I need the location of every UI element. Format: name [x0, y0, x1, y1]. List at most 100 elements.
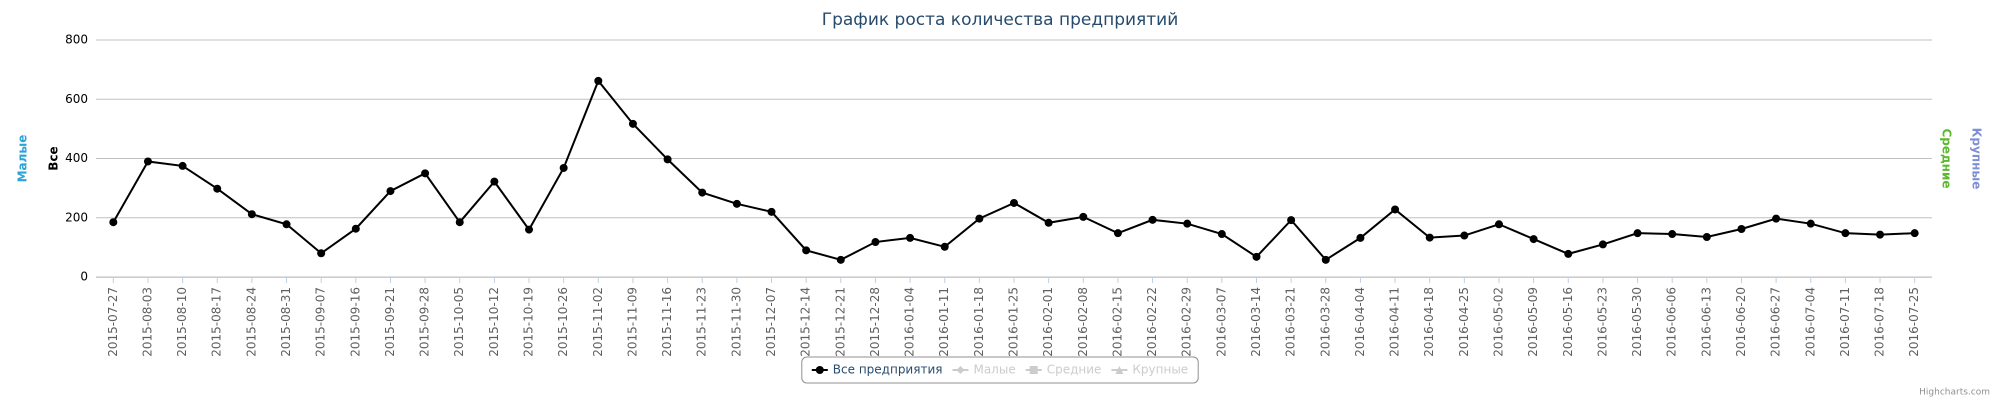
point-marker — [1356, 233, 1365, 242]
x-tick-label: 2015-09-16 — [348, 287, 362, 357]
x-tick-label: 2015-09-07 — [314, 287, 328, 357]
point-marker — [143, 157, 152, 166]
point-marker — [109, 218, 118, 227]
point-marker — [525, 225, 534, 234]
point-marker — [1910, 229, 1919, 238]
y-axis-title: Малые — [16, 135, 30, 183]
point-marker — [421, 169, 430, 178]
point-marker — [1806, 219, 1815, 228]
x-tick-label: 2015-12-21 — [833, 287, 847, 357]
x-tick-label: 2016-06-20 — [1734, 287, 1748, 357]
y-tick-label: 200 — [65, 210, 88, 224]
x-tick-label: 2015-09-28 — [418, 287, 432, 357]
y2-axis-title: Средние — [1940, 128, 1954, 188]
point-marker — [490, 177, 499, 186]
point-marker — [767, 207, 776, 216]
legend-box — [801, 356, 1199, 384]
legend-symbol — [1029, 366, 1038, 374]
point-marker — [247, 210, 256, 219]
point-marker — [732, 199, 741, 208]
x-tick-label: 2015-11-23 — [695, 287, 709, 357]
x-tick-label: 2015-12-28 — [868, 287, 882, 357]
x-tick-label: 2015-10-12 — [487, 287, 501, 357]
point-marker — [1737, 225, 1746, 234]
x-tick-label: 2016-07-11 — [1838, 287, 1852, 357]
y-tick-label: 600 — [65, 92, 88, 106]
x-tick-label: 2015-11-02 — [591, 287, 605, 357]
legend-symbol — [956, 366, 965, 374]
point-marker — [1668, 230, 1677, 239]
point-marker — [282, 220, 291, 229]
x-tick-label: 2015-09-21 — [383, 287, 397, 357]
x-tick-label: 2016-05-16 — [1561, 287, 1575, 357]
point-marker — [351, 224, 360, 233]
point-marker — [386, 187, 395, 196]
x-tick-label: 2016-04-25 — [1457, 287, 1471, 357]
point-marker — [1044, 218, 1053, 227]
legend-symbol — [815, 366, 824, 374]
point-marker — [836, 255, 845, 264]
point-marker — [802, 246, 811, 255]
x-tick-label: 2016-01-25 — [1007, 287, 1021, 357]
y-tick-label: 400 — [65, 151, 88, 165]
point-marker — [1425, 233, 1434, 242]
x-tick-label: 2015-10-26 — [556, 287, 570, 357]
point-marker — [1494, 220, 1503, 229]
point-marker — [975, 214, 984, 223]
x-tick-label: 2015-12-14 — [799, 287, 813, 357]
y-tick-label: 0 — [80, 270, 88, 284]
series-line — [112, 78, 1915, 262]
point-marker — [317, 249, 326, 258]
x-tick-label: 2016-04-11 — [1388, 287, 1402, 357]
legend-symbol — [1115, 366, 1124, 374]
point-marker — [1702, 233, 1711, 242]
x-tick-label: 2015-11-16 — [660, 287, 674, 357]
point-marker — [1252, 252, 1261, 261]
x-tick-label: 2016-07-25 — [1907, 287, 1921, 357]
x-tick-label: 2016-02-15 — [1110, 287, 1124, 357]
legend-label[interactable]: Крупные — [1132, 363, 1188, 377]
x-tick-label: 2016-01-04 — [903, 287, 917, 357]
x-tick-label: 2016-07-04 — [1803, 287, 1817, 357]
x-tick-label: 2016-06-06 — [1665, 287, 1679, 357]
x-tick-label: 2016-05-09 — [1526, 287, 1540, 357]
credits: Highcharts.com — [1919, 388, 1990, 398]
x-tick-label: 2015-11-30 — [729, 287, 743, 357]
x-tick-label: 2016-05-02 — [1491, 287, 1505, 357]
point-marker — [213, 184, 222, 193]
point-marker — [1391, 205, 1400, 214]
x-tick-label: 2016-01-11 — [937, 287, 951, 357]
x-tick-label: 2015-08-10 — [175, 287, 189, 357]
x-tick-label: 2015-08-24 — [244, 287, 258, 357]
x-tick-label: 2015-08-31 — [279, 287, 293, 357]
x-tick-label: 2016-06-13 — [1699, 287, 1713, 357]
point-marker — [1010, 198, 1018, 207]
point-marker — [1183, 219, 1192, 228]
x-tick-label: 2016-05-23 — [1595, 287, 1609, 357]
point-marker — [1148, 215, 1157, 224]
x-tick-label: 2015-10-05 — [452, 287, 466, 357]
x-tick-label: 2016-02-29 — [1180, 287, 1194, 357]
x-tick-label: 2015-10-19 — [522, 287, 536, 357]
x-tick-label: 2016-02-22 — [1145, 287, 1159, 357]
point-marker — [1633, 229, 1642, 238]
point-marker — [628, 119, 637, 128]
point-marker — [698, 188, 707, 197]
x-tick-label: 2016-03-14 — [1249, 287, 1263, 357]
x-tick-label: 2015-08-17 — [210, 287, 224, 357]
point-marker — [906, 233, 915, 242]
x-tick-label: 2015-11-09 — [625, 287, 639, 357]
point-marker — [1287, 216, 1296, 225]
point-marker — [1772, 214, 1781, 223]
legend-label[interactable]: Все предприятия — [833, 363, 943, 377]
point-marker — [663, 155, 672, 164]
x-tick-label: 2016-03-07 — [1214, 287, 1228, 357]
x-tick-label: 2015-07-27 — [106, 287, 120, 357]
legend-label[interactable]: Средние — [1047, 363, 1102, 377]
chart-title: График роста количества предприятий — [822, 10, 1179, 30]
legend-label[interactable]: Малые — [973, 363, 1015, 377]
point-marker — [1113, 229, 1122, 238]
x-tick-label: 2016-03-21 — [1284, 287, 1298, 357]
point-marker — [1841, 229, 1850, 238]
y-tick-label: 800 — [65, 33, 88, 47]
